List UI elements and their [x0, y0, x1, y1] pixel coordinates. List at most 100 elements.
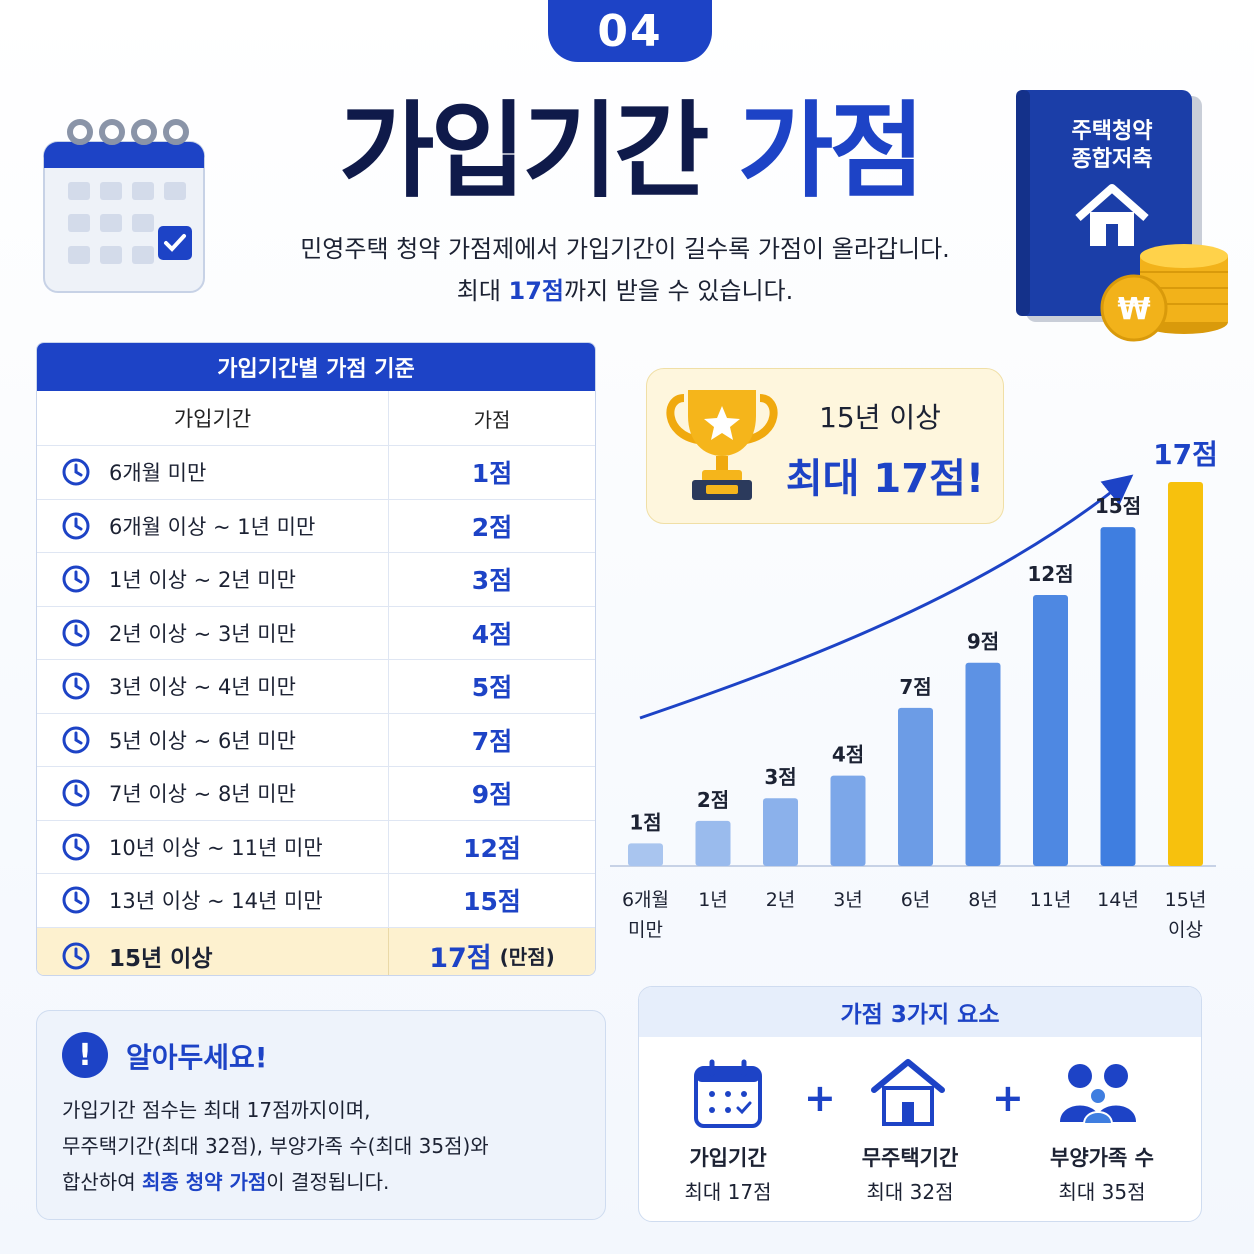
clock-icon [62, 619, 90, 647]
row-score: 15점 [463, 887, 521, 917]
row-score: 2점 [471, 512, 513, 542]
row-period: 10년 이상 ~ 11년 미만 [109, 835, 323, 860]
chart-bar [628, 843, 663, 866]
chart-tick-label: 6년 [901, 889, 931, 911]
row-score: 9점 [471, 780, 513, 810]
notice-title: 알아두세요! [126, 1041, 268, 1074]
chart-data-label: 2점 [697, 788, 729, 812]
section-number-badge: 04 [548, 0, 712, 62]
row-score: 12점 [463, 833, 521, 863]
coin-symbol: ₩ [1117, 292, 1150, 327]
row-period: 3년 이상 ~ 4년 미만 [109, 675, 296, 700]
table-header-row: 가입기간 가점 [37, 391, 595, 446]
row-score: 17점 [429, 943, 492, 974]
notice-line3-highlight: 최종 청약 가점 [141, 1170, 267, 1194]
factor-label-period: 가입기간 [689, 1146, 767, 1170]
chart-tick-label: 14년 [1097, 889, 1139, 911]
chart-bar [763, 798, 798, 866]
notice-card [36, 1010, 606, 1220]
row-period: 1년 이상 ~ 2년 미만 [109, 568, 296, 593]
row-period: 2년 이상 ~ 3년 미만 [109, 621, 296, 646]
clock-icon [62, 779, 90, 807]
table-row: 6개월 미만 1점 [37, 446, 595, 500]
chart-bar [830, 775, 866, 866]
chart-tick-label: 1년 [698, 889, 728, 911]
row-period: 13년 이상 ~ 14년 미만 [109, 889, 323, 914]
exclamation-icon: ! [62, 1032, 108, 1078]
factors-title: 가점 3가지 요소 [639, 987, 1201, 1037]
factor-sub-period: 최대 17점 [684, 1180, 772, 1204]
chart-data-label: 1점 [629, 810, 661, 834]
table-row: 5년 이상 ~ 6년 미만 7점 [37, 713, 595, 767]
chart-data-label: 4점 [832, 743, 864, 767]
family-icon [1060, 1064, 1136, 1125]
table-row: 2년 이상 ~ 3년 미만 4점 [37, 606, 595, 660]
chart-data-label: 15점 [1095, 494, 1141, 518]
row-score: 1점 [471, 459, 513, 489]
row-score: 5점 [471, 673, 513, 703]
row-period: 6개월 이상 ~ 1년 미만 [109, 514, 316, 539]
chart-tick-label: 6개월 [622, 889, 669, 911]
factor-label-dependents: 부양가족 수 [1050, 1146, 1154, 1170]
row-period: 6개월 미만 [109, 461, 207, 486]
col-header-period: 가입기간 [37, 391, 389, 445]
chart-tick-label: 3년 [833, 889, 863, 911]
title-main: 가입기간 [338, 90, 710, 212]
chart-bar [1033, 594, 1068, 866]
table-row: 7년 이상 ~ 8년 미만 9점 [37, 767, 595, 821]
chart-tick-label: 11년 [1030, 889, 1072, 911]
subtitle-line1: 민영주택 청약 가점제에서 가입기간이 길수록 가점이 올라갑니다. [300, 235, 950, 263]
clock-icon [62, 726, 90, 754]
calendar-icon [694, 1059, 762, 1128]
trend-arrow [639, 474, 1134, 720]
factor-sub-homeless: 최대 32점 [866, 1180, 954, 1204]
chart-bar [1168, 482, 1203, 866]
clock-icon [62, 458, 90, 486]
table-row: 6개월 이상 ~ 1년 미만 2점 [37, 499, 595, 553]
house-icon [871, 1059, 945, 1126]
calendar-check-icon [43, 119, 205, 293]
clock-icon [62, 565, 90, 593]
clock-icon [62, 886, 90, 914]
chart-data-label: 3점 [764, 765, 796, 789]
table-row: 13년 이상 ~ 14년 미만 15점 [37, 874, 595, 928]
table-row: 3년 이상 ~ 4년 미만 5점 [37, 660, 595, 714]
row-score: 3점 [471, 566, 513, 596]
table-title: 가입기간별 가점 기준 [37, 343, 595, 391]
chart-data-label: 17점 [1153, 438, 1218, 471]
factor-sub-dependents: 최대 35점 [1058, 1180, 1146, 1204]
subtitle-line2-highlight: 17점 [508, 277, 565, 305]
row-period: 15년 이상 [109, 945, 213, 972]
chart-data-label: 7점 [899, 675, 931, 699]
notice-line3-pre: 합산하여 [62, 1170, 142, 1194]
score-table: 가입기간별 가점 기준 가입기간 가점 6개월 미만 1점 6개월 이상 ~ 1년 … [36, 342, 596, 976]
chart-data-label: 9점 [967, 630, 999, 654]
chart-tick-label: 15년 [1165, 889, 1207, 911]
subtitle-line2-pre: 최대 [456, 277, 509, 305]
table-row-max: 15년 이상 17점 (만점) [37, 927, 595, 975]
chart-bar [965, 662, 1001, 866]
notice-body: 가입기간 점수는 최대 17점까지이며, 무주택기간(최대 32점), 부양가족… [62, 1092, 592, 1200]
row-period: 7년 이상 ~ 8년 미만 [109, 782, 296, 807]
chart-bar [695, 820, 731, 866]
notice-line3-post: 이 결정됩니다. [266, 1170, 390, 1194]
book-line1: 주택청약 [1072, 119, 1153, 144]
coin-stack-icon: ₩ [1100, 244, 1228, 342]
row-score: 7점 [471, 726, 513, 756]
trophy-icon [666, 390, 778, 500]
subtitle-line2-post: 까지 받을 수 있습니다. [564, 277, 794, 305]
callout-line1: 15년 이상 [819, 401, 941, 434]
row-score: 4점 [471, 619, 513, 649]
savings-book-icon: 주택청약 종합저축 ₩ [1016, 90, 1228, 342]
plus-sign-2: + [992, 1076, 1024, 1120]
clock-icon [62, 942, 90, 969]
chart-bar [1100, 527, 1136, 866]
table-row: 10년 이상 ~ 11년 미만 12점 [37, 820, 595, 874]
chart-data-label: 12점 [1027, 562, 1073, 586]
notice-line1: 가입기간 점수는 최대 17점까지이며, [62, 1098, 371, 1122]
chart-tick-label: 미만 [628, 919, 663, 941]
factor-label-homeless: 무주택기간 [861, 1146, 959, 1170]
plus-sign-1: + [804, 1076, 836, 1120]
notice-line3: 합산하여 최종 청약 가점이 결정됩니다. [62, 1164, 592, 1200]
